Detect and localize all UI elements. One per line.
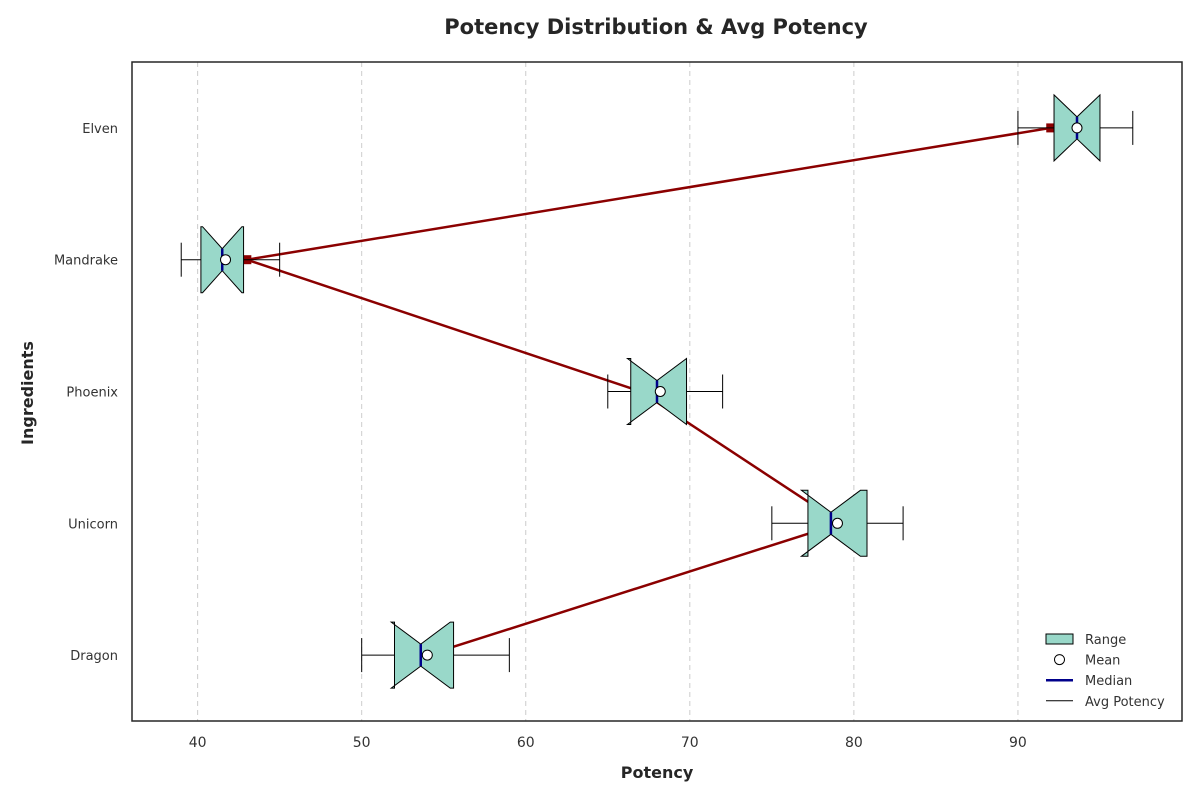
mean-marker <box>654 386 666 397</box>
y-tick-label-mandrake: Mandrake <box>54 254 118 269</box>
x-tick-label-90: 90 <box>1009 735 1027 751</box>
legend-label-mean: Mean <box>1085 654 1120 669</box>
x-tick-label-80: 80 <box>845 735 863 751</box>
legend-swatch-mean <box>1054 654 1065 666</box>
y-tick-label-dragon: Dragon <box>70 649 118 664</box>
x-axis-label: Potency <box>621 763 694 782</box>
mean-marker <box>421 649 433 661</box>
x-tick-label-40: 40 <box>189 735 207 751</box>
x-tick-label-50: 50 <box>353 735 371 751</box>
legend-label-median: Median <box>1085 674 1132 689</box>
chart-title: Potency Distribution & Avg Potency <box>444 15 868 39</box>
legend: Range Mean Median Avg Potency <box>1045 633 1165 710</box>
x-axis-ticks: 40 50 60 70 80 90 <box>189 735 1027 751</box>
box-phoenix <box>607 357 724 426</box>
y-axis-ticks: Dragon Unicorn Phoenix Mandrake Elven <box>54 122 118 664</box>
boxes <box>180 93 1134 689</box>
mean-marker <box>831 517 843 529</box>
legend-swatch-range <box>1045 633 1074 645</box>
box-elven <box>1017 93 1134 163</box>
box-mandrake <box>180 226 281 294</box>
x-tick-label-70: 70 <box>681 735 699 751</box>
box-dragon <box>361 621 510 689</box>
legend-label-range: Range <box>1085 633 1126 648</box>
box-unicorn <box>771 489 904 557</box>
plot-frame <box>131 61 1183 722</box>
legend-label-avg-potency: Avg Potency <box>1085 695 1165 710</box>
y-tick-label-unicorn: Unicorn <box>68 517 118 532</box>
x-tick-label-60: 60 <box>517 735 535 751</box>
y-axis-label: Ingredients <box>18 341 37 445</box>
mean-marker <box>220 254 232 266</box>
y-tick-label-phoenix: Phoenix <box>66 386 118 401</box>
y-tick-label-elven: Elven <box>82 122 118 137</box>
mean-marker <box>1071 122 1083 134</box>
grid <box>197 62 1019 721</box>
